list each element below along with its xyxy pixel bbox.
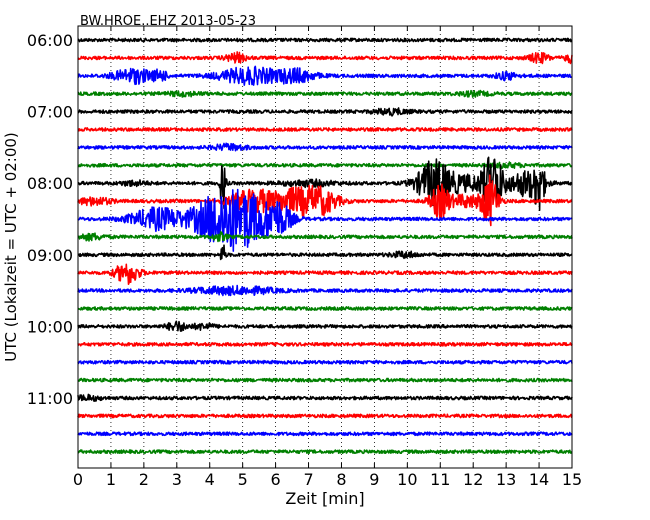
x-tick-label-6: 6 bbox=[271, 470, 281, 489]
x-tick-label-2: 2 bbox=[139, 470, 149, 489]
trace-0930 bbox=[77, 284, 573, 297]
axis-ticks: 0 1 2 3 4 5 6 7 8 9 10 11 12 13 14 1506:0007:0008:0009:… bbox=[27, 26, 582, 489]
trace-1045 bbox=[77, 377, 573, 383]
trace-0915 bbox=[77, 263, 573, 285]
x-tick-label-0: 0 bbox=[73, 470, 83, 489]
x-tick-label-8: 8 bbox=[336, 470, 346, 489]
trace-1100 bbox=[77, 393, 573, 402]
trace-0645 bbox=[77, 89, 573, 98]
x-tick-label-4: 4 bbox=[205, 470, 215, 489]
plot-frame bbox=[77, 25, 573, 469]
x-tick-label-15: 15 bbox=[562, 470, 582, 489]
trace-0745 bbox=[77, 161, 573, 170]
trace-0615 bbox=[77, 51, 573, 65]
y-tick-label-1000: 10:00 bbox=[27, 317, 73, 336]
trace-0800 bbox=[77, 156, 573, 215]
chart-title: BW.HROE..EHZ 2013-05-23 bbox=[80, 14, 256, 29]
trace-1130 bbox=[77, 431, 573, 437]
y-axis-label: UTC (Lokalzeit = UTC + 02:00) bbox=[2, 132, 20, 362]
x-tick-label-1: 1 bbox=[106, 470, 116, 489]
grid-lines bbox=[110, 26, 540, 468]
seismic-traces bbox=[77, 37, 573, 455]
x-tick-label-13: 13 bbox=[496, 470, 516, 489]
y-tick-label-0900: 09:00 bbox=[27, 246, 73, 265]
trace-1000 bbox=[77, 320, 573, 332]
trace-1030 bbox=[77, 359, 573, 365]
trace-0600 bbox=[77, 37, 573, 43]
trace-0945 bbox=[77, 306, 573, 311]
trace-0815 bbox=[77, 174, 573, 227]
x-tick-label-12: 12 bbox=[463, 470, 483, 489]
x-tick-label-11: 11 bbox=[430, 470, 450, 489]
x-axis-label: Zeit [min] bbox=[285, 489, 364, 508]
trace-0700 bbox=[77, 107, 573, 117]
x-tick-label-5: 5 bbox=[238, 470, 248, 489]
y-tick-label-1100: 11:00 bbox=[27, 389, 73, 408]
trace-0830 bbox=[77, 188, 573, 252]
trace-0630 bbox=[77, 65, 573, 86]
y-tick-label-0800: 08:00 bbox=[27, 174, 73, 193]
x-tick-label-10: 10 bbox=[397, 470, 417, 489]
x-tick-label-14: 14 bbox=[529, 470, 549, 489]
x-tick-label-3: 3 bbox=[172, 470, 182, 489]
trace-1145 bbox=[77, 449, 573, 455]
trace-0715 bbox=[77, 127, 573, 132]
x-tick-label-7: 7 bbox=[303, 470, 313, 489]
x-tick-label-9: 9 bbox=[369, 470, 379, 489]
y-tick-label-0600: 06:00 bbox=[27, 31, 73, 50]
trace-0845 bbox=[77, 231, 573, 243]
y-tick-label-0700: 07:00 bbox=[27, 103, 73, 122]
trace-1115 bbox=[77, 413, 573, 419]
trace-0730 bbox=[77, 142, 573, 152]
trace-0900 bbox=[77, 244, 573, 261]
trace-1015 bbox=[77, 341, 573, 347]
